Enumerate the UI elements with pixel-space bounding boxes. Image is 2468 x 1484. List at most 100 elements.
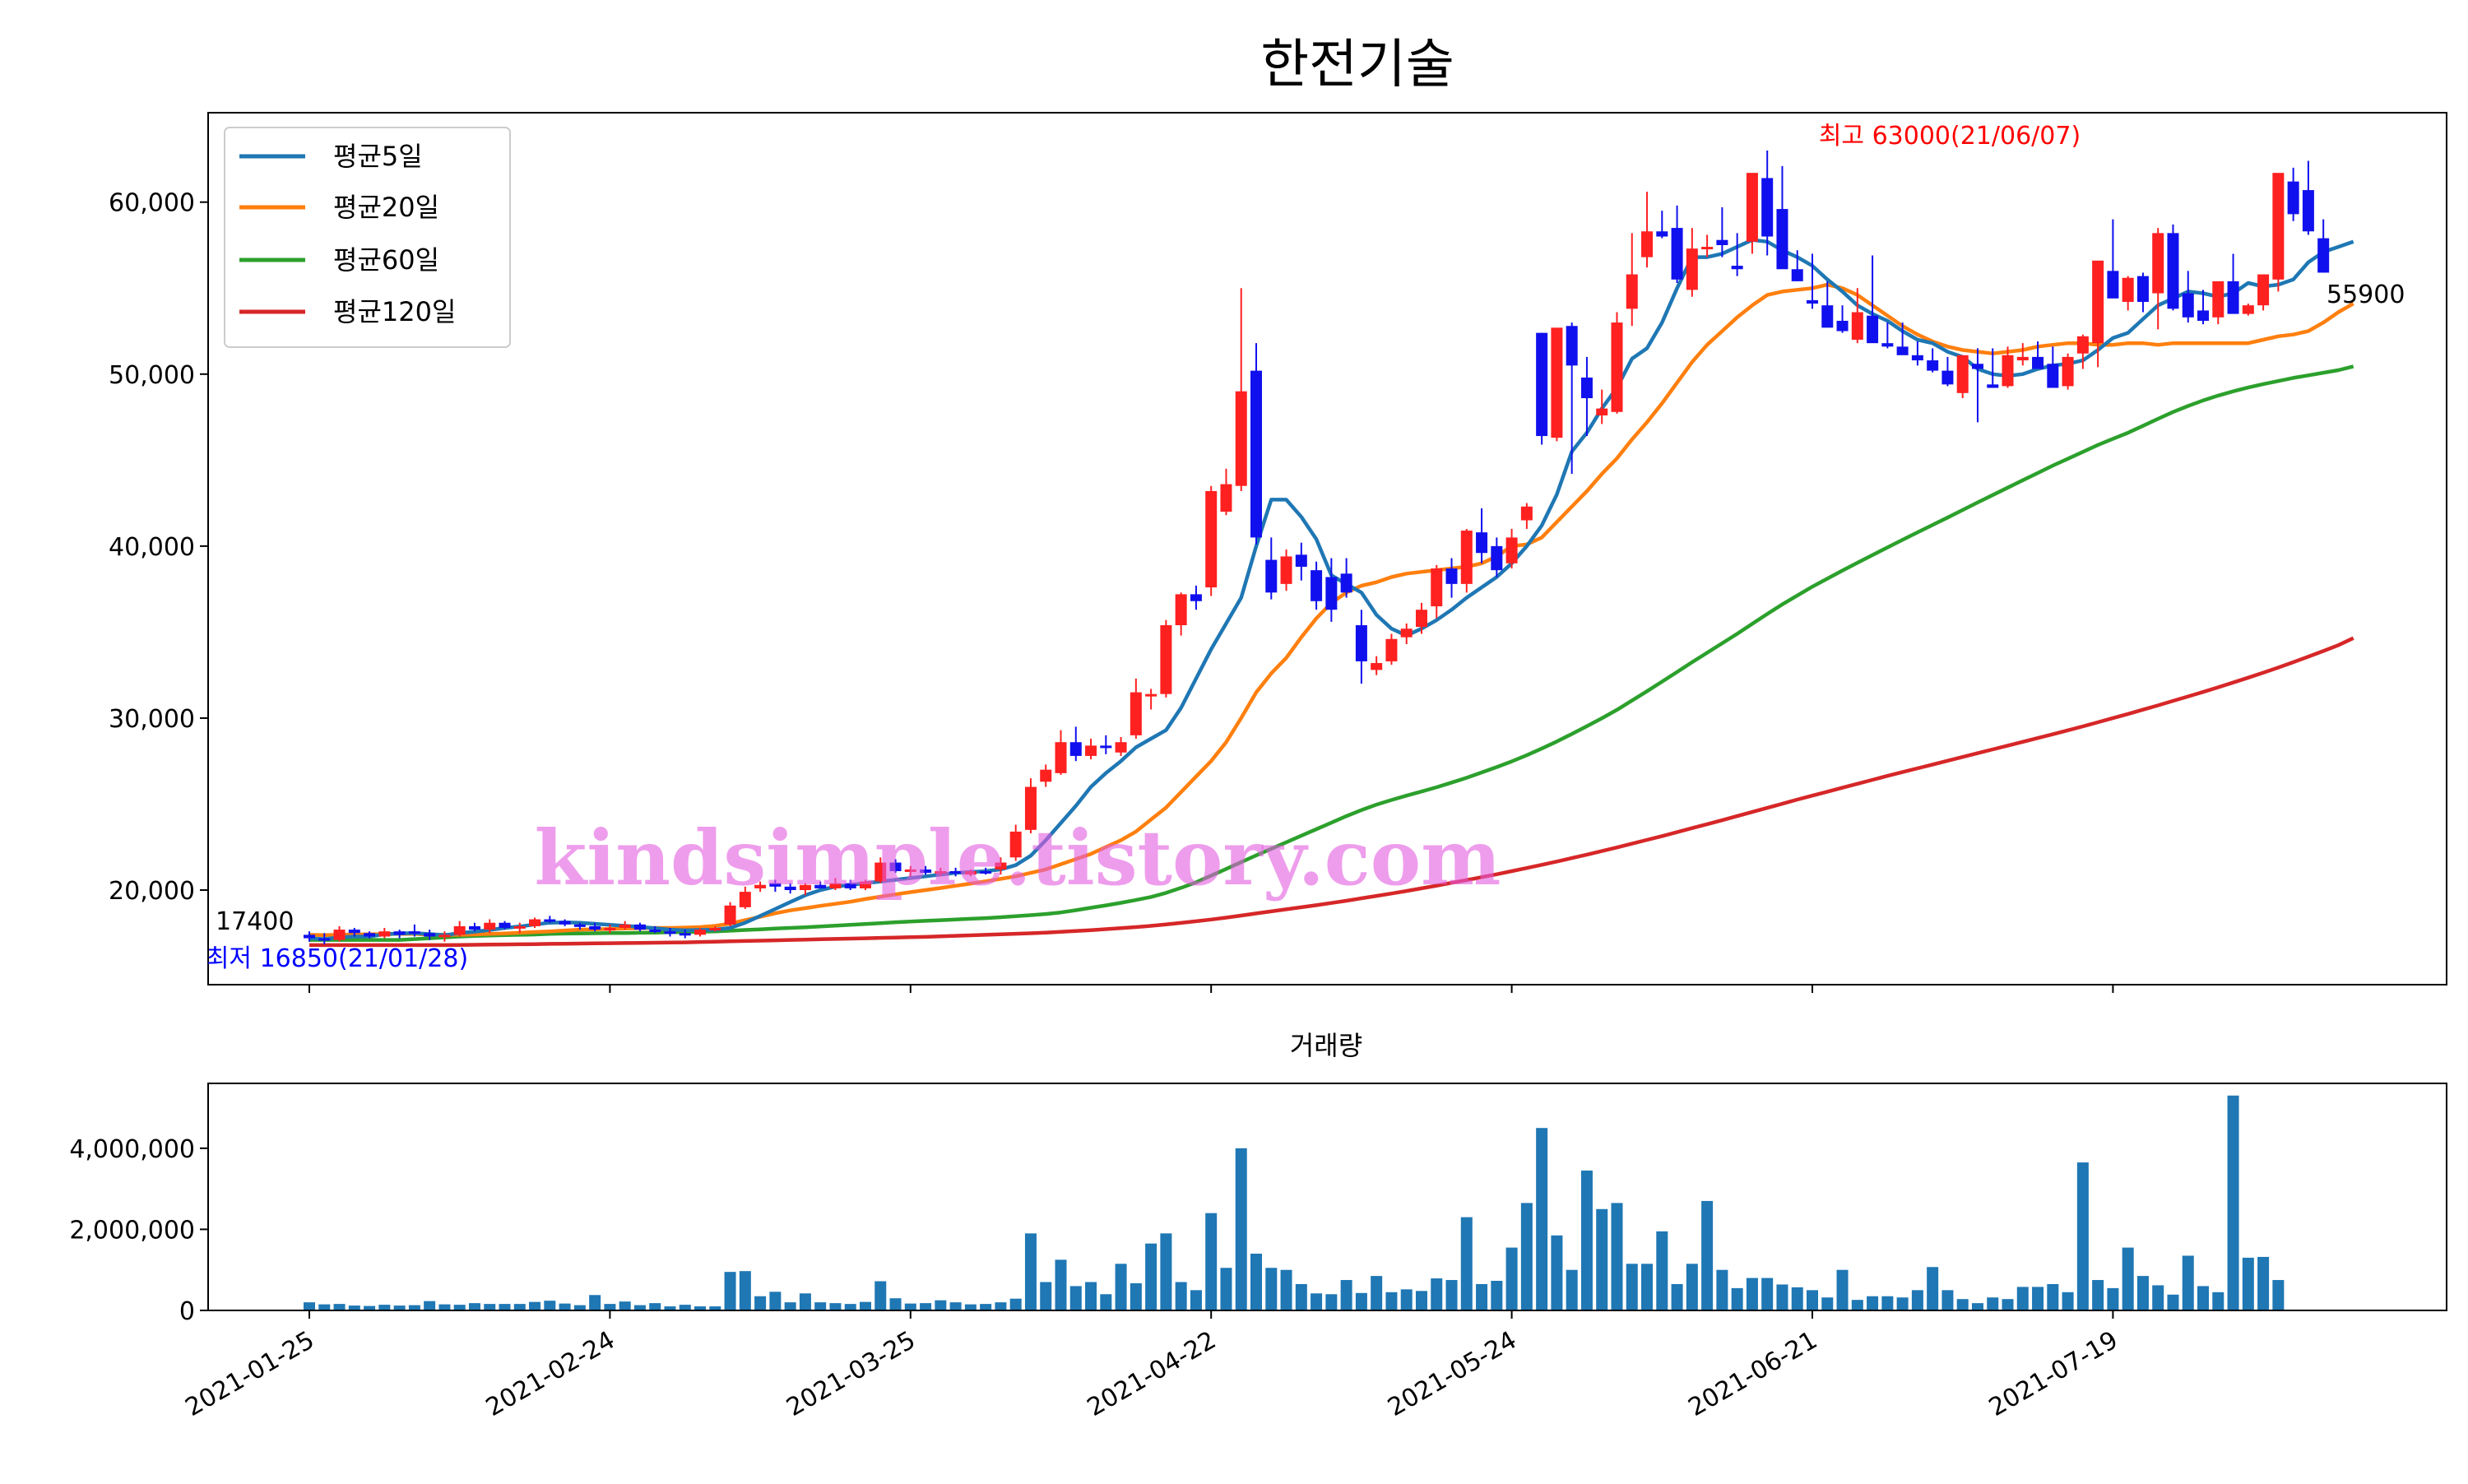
candle-body [1671, 228, 1683, 280]
candle [559, 919, 571, 926]
candle-body [1956, 355, 1969, 393]
volume-bar [499, 1304, 511, 1310]
candle-body [633, 924, 646, 930]
price-y-tick-label: 20,000 [109, 877, 195, 906]
volume-bar [438, 1304, 451, 1310]
candle-body [1460, 531, 1473, 584]
candle-body [2257, 274, 2270, 306]
candle [633, 922, 646, 932]
candle [1807, 253, 1818, 309]
volume-bar [649, 1303, 661, 1310]
volume-bar [1175, 1282, 1187, 1310]
candle-body [453, 925, 466, 935]
volume-bar [484, 1304, 496, 1310]
ma60-line [309, 364, 2354, 942]
candle-body [1776, 209, 1788, 270]
volume-bar [1491, 1281, 1503, 1310]
volume-bar [1160, 1233, 1172, 1310]
volume-bar [1085, 1282, 1097, 1310]
volume-bar [1911, 1290, 1923, 1310]
chart-title: 한전기술 [1260, 35, 1454, 95]
candle-body [1716, 239, 1728, 245]
candle [1415, 602, 1427, 634]
volume-bar [664, 1306, 676, 1310]
volume-bar [2062, 1292, 2074, 1310]
volume-bar [1671, 1283, 1683, 1310]
volume-bar [1566, 1269, 1578, 1310]
candle-body [1130, 692, 1142, 735]
candle [573, 922, 586, 930]
candle [1566, 322, 1578, 475]
volume-bar [2092, 1280, 2104, 1310]
volume-bar [408, 1305, 420, 1310]
legend-label-ma120: 평균120일 [333, 296, 456, 327]
volume-bar [2227, 1095, 2239, 1310]
volume-bar [2136, 1276, 2149, 1310]
candle-body [1505, 537, 1518, 563]
candle [829, 878, 842, 891]
candle [348, 928, 360, 937]
candle-body [1867, 315, 1879, 344]
candle-body [2242, 305, 2254, 314]
candle-body [2272, 173, 2285, 280]
candle-body [1235, 391, 1247, 486]
candle-body [829, 883, 842, 888]
volume-bar [1821, 1297, 1834, 1310]
volume-bar [1701, 1200, 1714, 1310]
candle-body [484, 922, 496, 930]
candle-body [333, 930, 346, 940]
candle [499, 921, 511, 930]
volume-bar [1551, 1235, 1563, 1310]
candle [513, 922, 526, 934]
candle-body [1927, 360, 1939, 371]
volume-bar [1340, 1280, 1352, 1310]
candle [1536, 332, 1548, 445]
volume-bar [1055, 1259, 1067, 1310]
candle [378, 928, 391, 939]
legend-item-ma120: 평균120일 [239, 296, 456, 327]
candle-body [1596, 408, 1608, 415]
candle-body [1536, 332, 1548, 437]
candle-body [1145, 693, 1157, 697]
candle [1746, 173, 1758, 254]
candle [920, 865, 932, 875]
volume-bar [1971, 1303, 1983, 1310]
candle [1250, 343, 1263, 545]
candle [2182, 271, 2194, 323]
candle-body [1791, 269, 1803, 281]
candle [904, 865, 916, 877]
candle-body [1836, 320, 1849, 332]
candle [2287, 167, 2299, 221]
candle [995, 857, 1007, 875]
volume-bar [633, 1305, 646, 1310]
annotation-first: 17400 [216, 907, 294, 936]
volume-bar [739, 1271, 751, 1310]
candle [1776, 165, 1788, 270]
candle-body [2047, 364, 2059, 388]
volume-bar [2272, 1280, 2285, 1310]
candle [2002, 346, 2014, 388]
candle-body [1325, 577, 1338, 610]
volume-bar [1024, 1233, 1037, 1310]
volume-bar [2197, 1286, 2210, 1310]
candle-body [2167, 233, 2179, 309]
candle-body [2287, 181, 2299, 215]
candle-body [2107, 271, 2119, 299]
volume-bar [995, 1302, 1007, 1310]
candle [2062, 353, 2074, 390]
volume-bar [529, 1301, 541, 1310]
candle-body [769, 883, 782, 887]
candle [949, 867, 962, 877]
candle-body [2032, 356, 2044, 369]
volume-bar [1476, 1283, 1488, 1310]
candle-body [1340, 573, 1352, 593]
candle-body [2076, 336, 2089, 354]
candle-body [1175, 594, 1187, 626]
candle [859, 879, 871, 891]
candle [874, 857, 887, 883]
candle-body [799, 884, 811, 891]
volume-bar [2182, 1255, 2194, 1310]
volume-bar [754, 1296, 767, 1310]
volume-bar [619, 1301, 631, 1310]
candle [364, 931, 376, 939]
